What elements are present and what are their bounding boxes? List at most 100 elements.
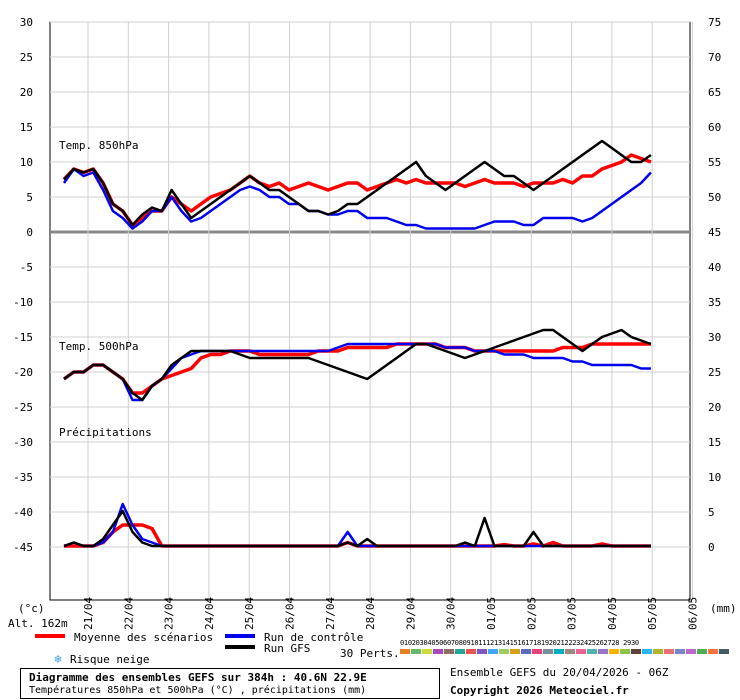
y-tick-left: -10 <box>13 296 33 309</box>
legend-pert-swatch <box>675 649 685 654</box>
panel-label-t850: Temp. 850hPa <box>59 139 138 152</box>
x-tick-label: 24/04 <box>203 597 216 630</box>
y-tick-left: -40 <box>13 506 33 519</box>
y-tick-left: 30 <box>20 16 33 29</box>
y-tick-left: 10 <box>20 156 33 169</box>
x-tick-label: 26/04 <box>284 597 297 630</box>
x-tick-label: 28/04 <box>364 597 377 630</box>
right-unit-label: (mm) <box>710 602 737 615</box>
y-tick-right: 40 <box>708 261 721 274</box>
legend-pert-swatch <box>422 649 432 654</box>
y-tick-left: -30 <box>13 436 33 449</box>
y-tick-right: 0 <box>708 541 715 554</box>
legend-pert-numbers: 0102030405060708091011121314151617181920… <box>400 639 639 647</box>
y-tick-left: 25 <box>20 51 33 64</box>
legend-pert-swatch <box>642 649 652 654</box>
y-tick-left: -15 <box>13 331 33 344</box>
legend-pert-swatch <box>565 649 575 654</box>
left-unit-label: (°c) <box>18 602 45 615</box>
x-tick-label: 23/04 <box>163 597 176 630</box>
x-tick-label: 02/05 <box>525 597 538 630</box>
footer-subtitle: Températures 850hPa et 500hPa (°C) , pré… <box>29 685 367 696</box>
legend-pert-swatch <box>521 649 531 654</box>
y-tick-right: 65 <box>708 86 721 99</box>
legend-pert-swatch <box>708 649 718 654</box>
x-tick-label: 21/04 <box>82 597 95 630</box>
footer-run: Ensemble GEFS du 20/04/2026 - 06Z <box>450 666 669 679</box>
y-tick-right: 70 <box>708 51 721 64</box>
x-tick-label: 04/05 <box>606 597 619 630</box>
y-tick-right: 20 <box>708 401 721 414</box>
legend-mean-label: Moyenne des scénarios <box>74 631 214 644</box>
legend-pert-swatch <box>477 649 487 654</box>
legend-pert-swatch <box>664 649 674 654</box>
footer-title: Diagramme des ensembles GEFS sur 384h : … <box>29 671 367 684</box>
x-tick-label: 27/04 <box>324 597 337 630</box>
legend-pert-swatch <box>598 649 608 654</box>
x-tick-label: 30/04 <box>445 597 458 630</box>
legend-pert-swatch <box>576 649 586 654</box>
x-tick-label: 29/04 <box>404 597 417 630</box>
legend-pert-swatch <box>433 649 443 654</box>
y-tick-left: 0 <box>26 226 33 239</box>
y-tick-right: 30 <box>708 331 721 344</box>
legend-pert-swatch <box>620 649 630 654</box>
legend-mean-swatch <box>35 634 65 638</box>
legend-pert-swatch <box>653 649 663 654</box>
y-tick-left: -45 <box>13 541 33 554</box>
altitude-label: Alt. 162m <box>8 617 68 630</box>
x-tick-label: 25/04 <box>243 597 256 630</box>
x-tick-label: 06/05 <box>687 597 700 630</box>
legend-pert-swatch <box>510 649 520 654</box>
y-tick-left: -20 <box>13 366 33 379</box>
series-line-t850 <box>63 139 652 227</box>
legend-pert-swatch <box>444 649 454 654</box>
series-line-t500 <box>63 328 652 402</box>
x-tick-label: 01/05 <box>485 597 498 630</box>
legend-pert-swatch <box>631 649 641 654</box>
legend-pert-swatch <box>587 649 597 654</box>
panel-label-t500: Temp. 500hPa <box>59 340 138 353</box>
footer-copyright: Copyright 2026 Meteociel.fr <box>450 684 629 697</box>
legend-pert-swatch <box>697 649 707 654</box>
legend-pert-swatch <box>686 649 696 654</box>
legend-pert-swatch <box>609 649 619 654</box>
legend-control-label: Run de contrôle <box>264 631 364 644</box>
legend-gfs-swatch <box>225 645 255 649</box>
y-tick-left: 20 <box>20 86 33 99</box>
legend-gfs-label: Run GFS <box>264 642 311 655</box>
legend-perts-label: 30 Perts. <box>340 647 400 660</box>
legend-pert-swatch <box>554 649 564 654</box>
y-tick-right: 5 <box>708 506 715 519</box>
y-tick-right: 15 <box>708 436 721 449</box>
legend-pert-swatch <box>400 649 410 654</box>
y-tick-left: -35 <box>13 471 33 484</box>
legend-pert-swatch <box>466 649 476 654</box>
legend-control-swatch <box>225 634 255 638</box>
y-tick-right: 25 <box>708 366 721 379</box>
x-tick-label: 22/04 <box>122 597 135 630</box>
y-tick-left: -5 <box>20 261 33 274</box>
legend-pert-swatch <box>455 649 465 654</box>
series-line-precip <box>63 509 651 548</box>
y-tick-right: 50 <box>708 191 721 204</box>
x-tick-label: 05/05 <box>646 597 659 630</box>
y-tick-left: -25 <box>13 401 33 414</box>
legend-pert-swatch <box>543 649 553 654</box>
y-tick-right: 45 <box>708 226 721 239</box>
y-tick-left: 5 <box>26 191 33 204</box>
y-tick-right: 60 <box>708 121 721 134</box>
y-tick-left: 15 <box>20 121 33 134</box>
y-tick-right: 55 <box>708 156 721 169</box>
legend-pert-swatch <box>499 649 509 654</box>
y-tick-right: 35 <box>708 296 721 309</box>
snow-icon: ❄ <box>54 652 61 666</box>
legend-pert-swatch <box>488 649 498 654</box>
legend-pert-swatch <box>532 649 542 654</box>
legend-pert-swatch <box>719 649 729 654</box>
legend-snow-label: Risque neige <box>70 653 150 666</box>
y-tick-right: 10 <box>708 471 721 484</box>
x-tick-label: 03/05 <box>566 597 579 630</box>
footer-box: Diagramme des ensembles GEFS sur 384h : … <box>20 668 440 699</box>
